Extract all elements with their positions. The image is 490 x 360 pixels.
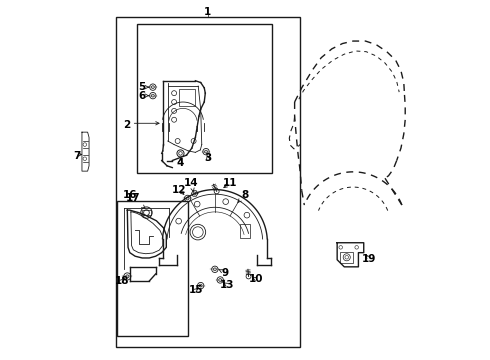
Text: 3: 3 xyxy=(204,153,211,163)
Text: 12: 12 xyxy=(172,185,187,195)
Text: 18: 18 xyxy=(114,276,129,286)
Text: 19: 19 xyxy=(362,254,376,264)
Text: 2: 2 xyxy=(122,120,130,130)
Text: 14: 14 xyxy=(184,178,198,192)
Text: 17: 17 xyxy=(126,193,145,208)
Text: 6: 6 xyxy=(138,91,145,101)
Text: 15: 15 xyxy=(189,285,203,295)
Bar xyxy=(179,89,195,106)
Text: 16: 16 xyxy=(122,190,137,200)
Text: 4: 4 xyxy=(177,158,184,168)
Text: 7: 7 xyxy=(73,151,80,161)
Text: 11: 11 xyxy=(223,178,237,188)
Text: 8: 8 xyxy=(238,190,248,202)
Bar xyxy=(116,17,300,347)
Text: 9: 9 xyxy=(219,268,229,278)
Text: 10: 10 xyxy=(249,274,264,284)
Bar xyxy=(137,24,271,173)
Bar xyxy=(142,210,151,215)
Text: 13: 13 xyxy=(220,280,234,289)
Text: 1: 1 xyxy=(204,6,211,17)
Text: 5: 5 xyxy=(139,82,146,92)
Bar xyxy=(118,201,188,336)
Bar xyxy=(340,252,353,262)
Bar xyxy=(240,224,250,238)
